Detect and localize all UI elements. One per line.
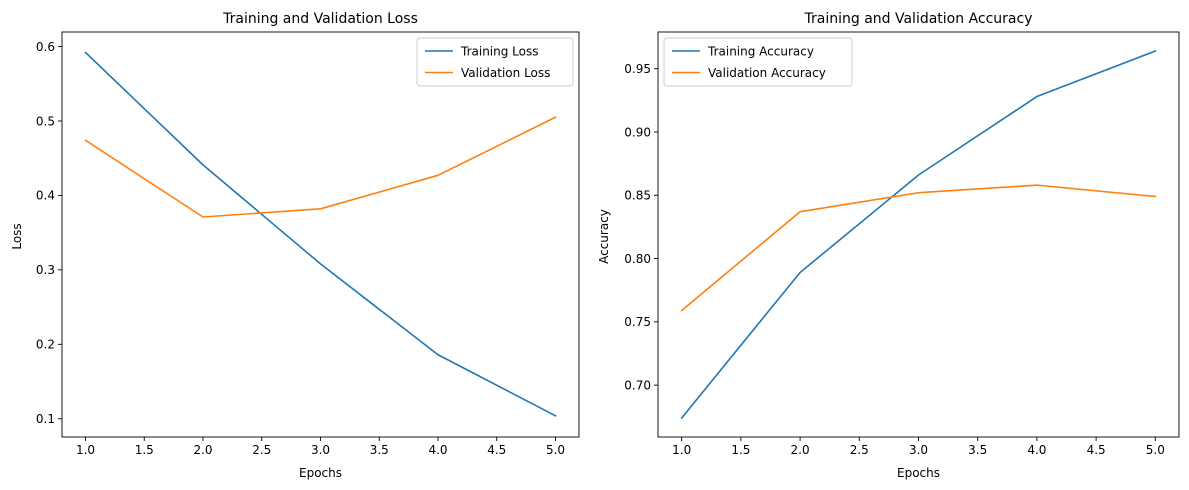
x-tick-label: 4.0 <box>428 443 447 457</box>
series-line <box>680 184 1157 312</box>
x-axis-label: Epochs <box>897 466 940 480</box>
y-tick-label: 0.75 <box>624 315 651 329</box>
plot-area: 1.0 1.5 2.0 2.5 3.0 3.5 4.0 4.5 5.0 0.70 0.75 0.80 0… <box>624 31 1180 457</box>
legend-label: Training Loss <box>460 44 538 58</box>
y-axis-label: Loss <box>10 223 24 249</box>
x-tick-label: 1.0 <box>76 443 95 457</box>
legend-label: Validation Loss <box>461 66 550 80</box>
x-tick-label: 3.0 <box>311 443 330 457</box>
x-tick-label: 2.0 <box>193 443 212 457</box>
x-tick-label: 3.5 <box>370 443 389 457</box>
x-tick-label: 1.0 <box>672 443 691 457</box>
loss-chart: Training and Validation Loss Epochs Loss… <box>10 11 580 480</box>
x-axis-label: Epochs <box>299 466 342 480</box>
legend-label: Validation Accuracy <box>708 66 826 80</box>
y-tick-label: 0.6 <box>36 40 55 54</box>
y-axis-label: Accuracy <box>597 209 611 264</box>
y-tick-label: 0.5 <box>36 114 55 128</box>
plot-area: 1.0 1.5 2.0 2.5 3.0 3.5 4.0 4.5 5.0 0.1 0.2 0.3 0.4 0… <box>36 31 580 457</box>
chart-title: Training and Validation Accuracy <box>804 11 1033 27</box>
legend-frame <box>416 37 574 87</box>
series-line <box>84 116 557 218</box>
x-tick-label: 2.5 <box>252 443 271 457</box>
x-tick-label: 2.5 <box>850 443 869 457</box>
y-tick-label: 0.1 <box>36 412 55 426</box>
x-tick-label: 5.0 <box>1146 443 1165 457</box>
x-tick-label: 3.5 <box>968 443 987 457</box>
accuracy-chart: Training and Validation Accuracy Epochs … <box>597 11 1180 480</box>
x-tick-label: 5.0 <box>546 443 565 457</box>
x-tick-label: 3.0 <box>909 443 928 457</box>
y-tick-label: 0.70 <box>624 378 651 392</box>
x-tick-label: 2.0 <box>791 443 810 457</box>
legend: Training Accuracy Validation Accuracy <box>663 37 853 87</box>
x-tick-label: 4.5 <box>1087 443 1106 457</box>
x-tick-label: 1.5 <box>731 443 750 457</box>
y-tick-label: 0.2 <box>36 338 55 352</box>
y-tick-label: 0.4 <box>36 189 55 203</box>
y-tick-label: 0.95 <box>624 62 651 76</box>
y-tick-label: 0.90 <box>624 125 651 139</box>
series-line <box>84 51 557 417</box>
chart-title: Training and Validation Loss <box>222 11 418 27</box>
legend: Training Loss Validation Loss <box>416 37 574 87</box>
legend-frame <box>663 37 853 87</box>
x-tick-label: 1.5 <box>135 443 154 457</box>
y-tick-label: 0.3 <box>36 263 55 277</box>
x-tick-label: 4.0 <box>1027 443 1046 457</box>
y-tick-label: 0.80 <box>624 252 651 266</box>
legend-label: Training Accuracy <box>707 44 814 58</box>
y-tick-label: 0.85 <box>624 189 651 203</box>
series-line <box>680 49 1157 420</box>
x-tick-label: 4.5 <box>487 443 506 457</box>
